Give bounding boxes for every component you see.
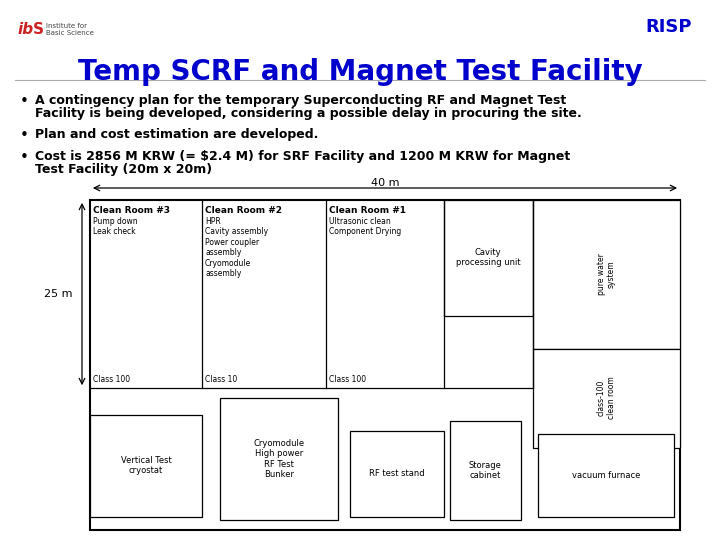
Text: Clean Room #1: Clean Room #1 bbox=[329, 206, 406, 215]
Bar bbox=[220, 398, 338, 520]
Text: 25 m: 25 m bbox=[43, 289, 72, 299]
Text: Class 10: Class 10 bbox=[205, 375, 238, 384]
Bar bbox=[90, 415, 202, 517]
Text: Facility is being developed, considering a possible delay in procuring the site.: Facility is being developed, considering… bbox=[35, 107, 582, 120]
Bar bbox=[350, 431, 444, 517]
Text: Cryomodule
High power
RF Test
Bunker: Cryomodule High power RF Test Bunker bbox=[253, 439, 305, 479]
Bar bbox=[539, 434, 674, 517]
Text: Test Facility (20m x 20m): Test Facility (20m x 20m) bbox=[35, 163, 212, 176]
Text: RISP: RISP bbox=[645, 18, 691, 36]
Bar bbox=[450, 421, 521, 520]
Text: RF test stand: RF test stand bbox=[369, 469, 425, 478]
Bar bbox=[90, 200, 680, 530]
Text: Vertical Test
cryostat: Vertical Test cryostat bbox=[121, 456, 171, 475]
Text: Pump down
Leak check: Pump down Leak check bbox=[93, 217, 138, 237]
Text: pure water
system: pure water system bbox=[597, 253, 616, 295]
Text: •: • bbox=[20, 128, 29, 143]
Text: Cost is 2856 M KRW (= $2.4 M) for SRF Facility and 1200 M KRW for Magnet: Cost is 2856 M KRW (= $2.4 M) for SRF Fa… bbox=[35, 150, 570, 163]
Text: Class 100: Class 100 bbox=[93, 375, 130, 384]
Text: Temp SCRF and Magnet Test Facility: Temp SCRF and Magnet Test Facility bbox=[78, 58, 642, 86]
Text: Plan and cost estimation are developed.: Plan and cost estimation are developed. bbox=[35, 128, 318, 141]
Text: Cavity
processing unit: Cavity processing unit bbox=[456, 248, 521, 267]
Text: Clean Room #3: Clean Room #3 bbox=[93, 206, 170, 215]
Text: ib: ib bbox=[18, 22, 34, 37]
Text: HPR
Cavity assembly
Power coupler
assembly
Cryomodule
assembly: HPR Cavity assembly Power coupler assemb… bbox=[205, 217, 268, 278]
Text: vacuum furnace: vacuum furnace bbox=[572, 471, 640, 480]
Text: Ultrasonic clean
Component Drying: Ultrasonic clean Component Drying bbox=[329, 217, 401, 237]
Bar bbox=[533, 200, 680, 348]
Text: Storage
cabinet: Storage cabinet bbox=[469, 461, 502, 480]
Text: Institute for: Institute for bbox=[46, 23, 87, 29]
Text: Clean Room #2: Clean Room #2 bbox=[205, 206, 282, 215]
Text: class-100
clean room: class-100 clean room bbox=[597, 376, 616, 420]
Text: S: S bbox=[33, 22, 44, 37]
Text: Class 100: Class 100 bbox=[329, 375, 366, 384]
Bar bbox=[533, 348, 680, 448]
Bar bbox=[444, 200, 533, 315]
Text: 40 m: 40 m bbox=[371, 178, 400, 188]
Text: •: • bbox=[20, 94, 29, 109]
Text: Basic Science: Basic Science bbox=[46, 30, 94, 36]
Text: A contingency plan for the temporary Superconducting RF and Magnet Test: A contingency plan for the temporary Sup… bbox=[35, 94, 566, 107]
Text: •: • bbox=[20, 150, 29, 165]
